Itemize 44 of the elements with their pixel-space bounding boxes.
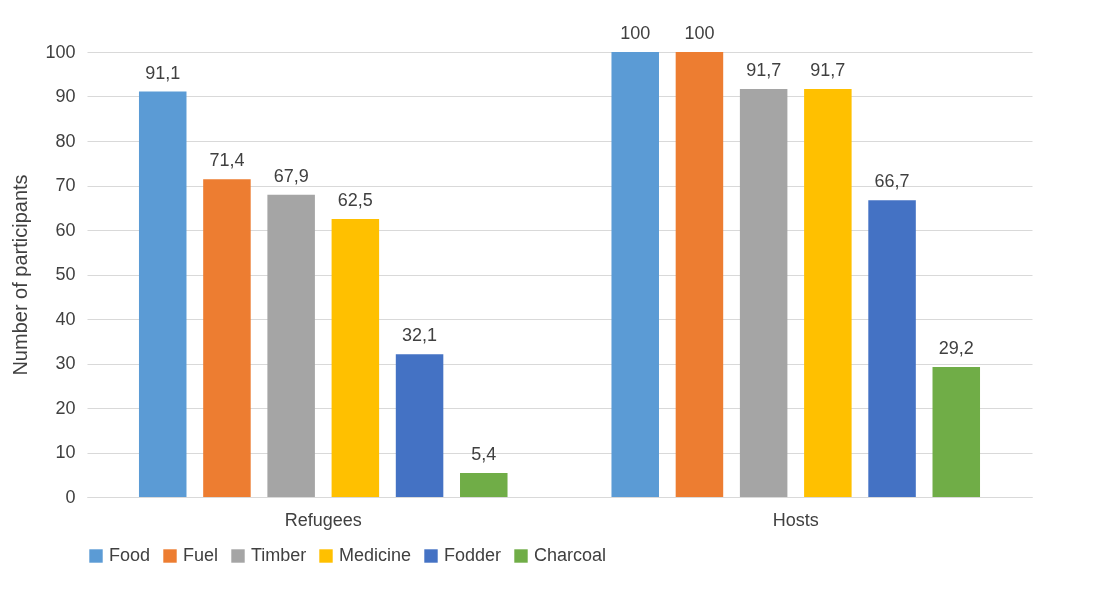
y-tick-label: 10 — [55, 442, 76, 462]
bar — [868, 200, 916, 497]
legend-label: Timber — [251, 545, 307, 565]
data-label: 91,1 — [145, 62, 181, 83]
data-label: 29,2 — [938, 338, 974, 359]
legend-label: Medicine — [339, 545, 412, 565]
y-tick-label: 100 — [45, 41, 76, 62]
bar — [460, 472, 508, 497]
y-tick-label: 30 — [55, 353, 76, 373]
bar — [932, 367, 981, 497]
y-tick-label: 40 — [55, 308, 76, 329]
bar — [804, 88, 852, 497]
x-tick-label: Refugees — [284, 509, 362, 530]
data-label: 66,7 — [874, 171, 910, 192]
data-label: 100 — [620, 23, 651, 43]
y-axis-title: Number of participants — [9, 174, 32, 376]
data-label: 91,7 — [810, 59, 846, 80]
bar — [395, 354, 444, 497]
data-label: 32,1 — [402, 325, 438, 346]
data-label: 91,7 — [746, 59, 782, 80]
y-tick-label: 0 — [65, 486, 76, 507]
legend-label: Charcoal — [534, 545, 607, 565]
y-tick-label: 50 — [55, 264, 76, 284]
y-tick-label: 90 — [55, 86, 76, 106]
bar — [675, 52, 724, 497]
bar — [331, 218, 380, 497]
bar — [203, 179, 251, 497]
y-tick-label: 60 — [55, 219, 76, 240]
legend-label: Food — [109, 545, 151, 565]
data-label: 5,4 — [471, 443, 497, 464]
bar — [267, 194, 315, 497]
data-label: 71,4 — [209, 150, 245, 171]
data-label: 100 — [684, 23, 715, 43]
legend-label: Fuel — [183, 545, 219, 565]
data-label: 67,9 — [273, 165, 309, 186]
legend-label: Fodder — [444, 545, 502, 565]
bar — [739, 88, 788, 497]
bar — [138, 91, 187, 497]
x-tick-label: Hosts — [772, 509, 819, 530]
y-tick-label: 70 — [55, 175, 76, 195]
bar — [611, 52, 659, 497]
y-tick-label: 80 — [55, 130, 76, 151]
data-label: 62,5 — [337, 189, 373, 210]
y-tick-label: 20 — [55, 397, 76, 418]
